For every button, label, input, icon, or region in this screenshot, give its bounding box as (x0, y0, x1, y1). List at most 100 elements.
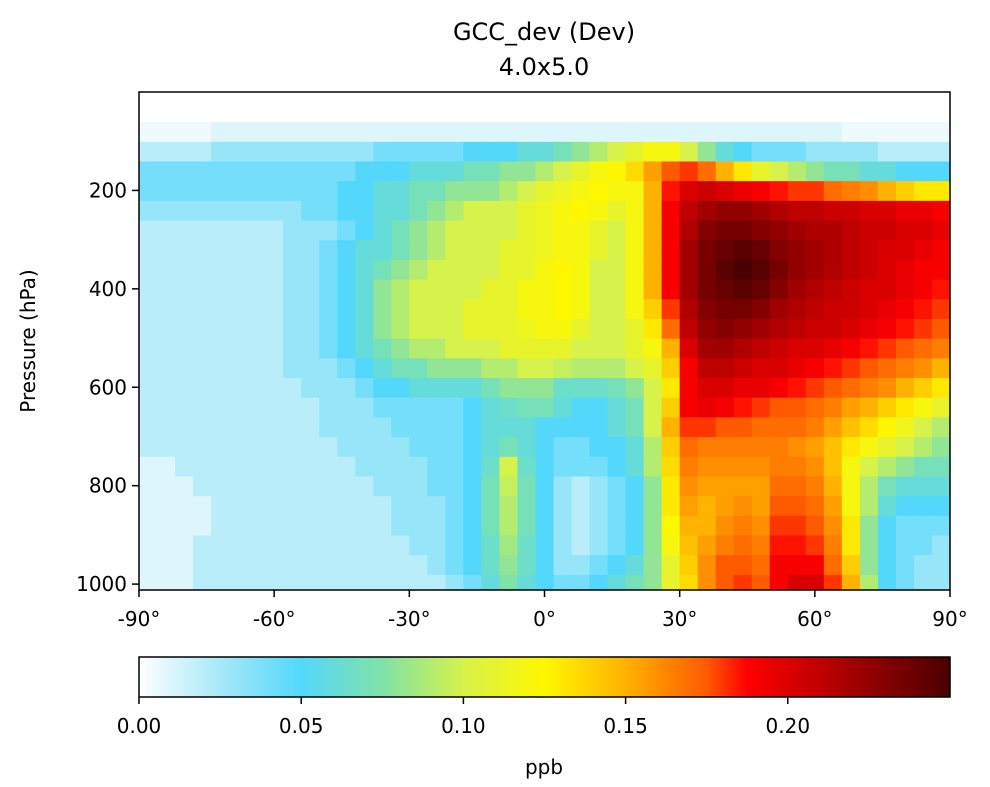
heatmap-cell (751, 141, 771, 162)
heatmap-cell (283, 515, 302, 536)
heatmap-cell (499, 554, 519, 575)
heatmap-cell (553, 515, 573, 536)
heatmap-cell (319, 377, 338, 398)
heatmap-cell (409, 219, 428, 241)
heatmap-cell (589, 534, 609, 556)
heatmap-cell (211, 574, 230, 590)
heatmap-cell (679, 141, 699, 162)
heatmap-cell (769, 180, 789, 201)
heatmap-cell (643, 495, 663, 516)
heatmap-cell (571, 259, 591, 280)
heatmap-cell (535, 200, 555, 221)
heatmap-cell (787, 456, 807, 477)
heatmap-cell (319, 495, 338, 516)
heatmap-cell (769, 200, 789, 221)
heatmap-cell (175, 239, 194, 260)
heatmap-cell (247, 298, 266, 319)
heatmap-cell (805, 534, 825, 556)
heatmap-cell (913, 554, 933, 575)
heatmap-cell (859, 259, 879, 280)
heatmap-cell (859, 160, 879, 182)
heatmap-cell (373, 338, 392, 359)
heatmap-cell (895, 298, 915, 319)
heatmap-cell (733, 219, 753, 241)
heatmap-cell (697, 279, 717, 300)
colorbar-tick-label: 0.15 (603, 714, 648, 738)
heatmap-cell (859, 515, 879, 536)
heatmap-cell (463, 436, 483, 457)
heatmap-cell (697, 180, 717, 201)
heatmap-cell (877, 338, 897, 359)
heatmap-cell (841, 141, 861, 162)
heatmap-cell (715, 141, 735, 162)
heatmap-cell (355, 101, 374, 123)
heatmap-cell (607, 298, 627, 319)
heatmap-cell (499, 475, 519, 497)
heatmap-cell (409, 456, 428, 477)
heatmap-cell (625, 554, 645, 575)
heatmap-cell (157, 397, 176, 418)
heatmap-cell (895, 200, 915, 221)
heatmap-cell (769, 338, 789, 359)
heatmap-cell (229, 534, 248, 556)
heatmap-cell (931, 475, 950, 497)
heatmap-cell (787, 141, 807, 162)
heatmap-cell (535, 534, 555, 556)
heatmap-cell (877, 475, 897, 497)
heatmap-cell (319, 318, 338, 339)
heatmap-cell (319, 397, 338, 418)
heatmap-cell (373, 259, 392, 280)
heatmap-cell (859, 101, 879, 123)
heatmap-cell (625, 239, 645, 260)
heatmap-cell (211, 200, 230, 221)
heatmap-cell (247, 239, 266, 260)
heatmap-cell (751, 318, 771, 339)
heatmap-cell (643, 554, 663, 575)
heatmap-cell (481, 515, 501, 536)
heatmap-cell (535, 318, 555, 339)
heatmap-cell (751, 436, 771, 457)
heatmap-cell (319, 160, 338, 182)
heatmap-cell (931, 259, 950, 280)
heatmap-cell (751, 456, 771, 477)
heatmap-cell (769, 574, 789, 590)
heatmap-cell (337, 357, 356, 379)
heatmap-cell (409, 416, 428, 438)
heatmap-cell (733, 298, 753, 319)
heatmap-cell (427, 357, 446, 379)
heatmap-cell (715, 160, 735, 182)
heatmap-cell (679, 239, 699, 260)
heatmap-cell (661, 397, 681, 418)
y-tick-label: 800 (89, 474, 127, 498)
heatmap-cell (877, 160, 897, 182)
heatmap-cell (373, 534, 392, 556)
heatmap-cell (517, 121, 537, 142)
heatmap-cell (733, 239, 753, 260)
heatmap-cell (301, 259, 320, 280)
heatmap-cell (481, 121, 501, 142)
heatmap-cell (553, 534, 573, 556)
heatmap-cell (769, 318, 789, 339)
heatmap-cell (427, 101, 446, 123)
heatmap-cell (535, 298, 555, 319)
y-tick-label: 400 (89, 277, 127, 301)
heatmap-cell (643, 180, 663, 201)
heatmap-cell (715, 534, 735, 556)
heatmap-cell (769, 495, 789, 516)
heatmap-cell (589, 298, 609, 319)
heatmap-cell (337, 279, 356, 300)
heatmap-cell (913, 160, 933, 182)
x-tick-label: 30° (662, 607, 697, 631)
heatmap-cell (895, 554, 915, 575)
heatmap-cell (877, 259, 897, 280)
heatmap-cell (769, 357, 789, 379)
heatmap-cell (913, 200, 933, 221)
heatmap-cell (283, 357, 302, 379)
heatmap-cell (445, 515, 464, 536)
heatmap-cell (715, 495, 735, 516)
heatmap-cell (679, 318, 699, 339)
heatmap-cell (157, 495, 176, 516)
heatmap-cell (211, 121, 230, 142)
heatmap-cell (481, 456, 501, 477)
